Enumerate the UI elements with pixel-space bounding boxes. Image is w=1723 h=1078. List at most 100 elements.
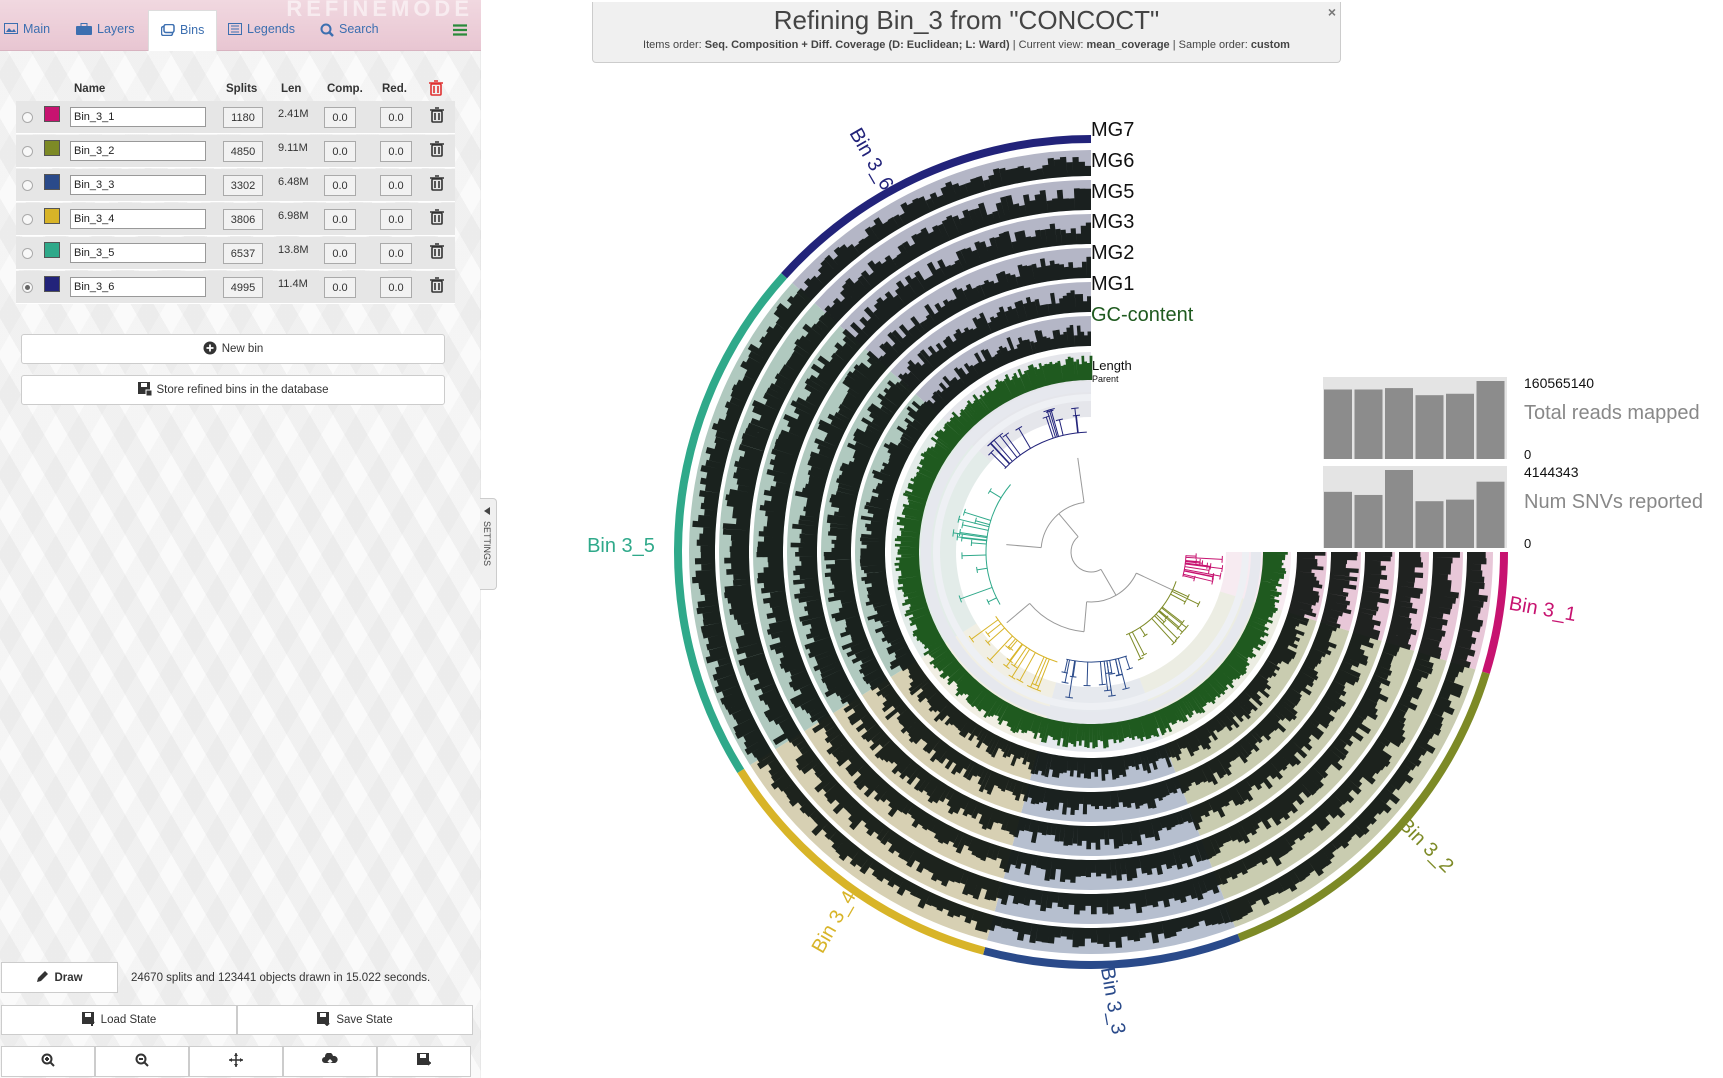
tree-branch <box>975 520 990 526</box>
bar-chart-background <box>1323 466 1507 548</box>
tab-main[interactable]: Main <box>4 12 50 50</box>
bin-select-radio[interactable] <box>22 214 33 225</box>
tree-branch <box>971 542 987 545</box>
bin-color-swatch[interactable] <box>44 208 60 224</box>
upload-button[interactable] <box>283 1046 377 1077</box>
bin-select-radio[interactable] <box>22 180 33 191</box>
bin-color-swatch[interactable] <box>44 242 60 258</box>
tree-branch <box>1010 663 1018 669</box>
tab-layers[interactable]: Layers <box>76 12 135 50</box>
layer-label: MG3 <box>1091 211 1134 233</box>
bin-name-input[interactable]: Bin_3_3 <box>70 175 206 195</box>
sample-bar[interactable] <box>1446 499 1474 548</box>
bin-splits-value[interactable]: 4850 <box>223 141 263 162</box>
bin-redundancy-value[interactable]: 0.0 <box>380 277 412 298</box>
load-state-button[interactable]: Load State <box>1 1005 237 1035</box>
bin-row[interactable]: Bin_3_1 1180 2.41M 0.0 0.0 <box>16 101 455 134</box>
bar-chart-background <box>1323 377 1507 459</box>
sample-bar[interactable] <box>1476 381 1505 459</box>
tree-branch <box>987 623 1002 635</box>
bin-row[interactable]: Bin_3_4 3806 6.98M 0.0 0.0 <box>16 203 455 236</box>
bin-select-radio[interactable] <box>22 112 33 123</box>
bin-redundancy-value[interactable]: 0.0 <box>380 141 412 162</box>
circular-tree-visualization[interactable]: MG7 MG6 MG5 MG3 MG2 MG1 GC-content LengthParent… <box>481 0 1723 1078</box>
bin-redundancy-value[interactable]: 0.0 <box>380 175 412 196</box>
bin-arc[interactable] <box>1482 552 1508 674</box>
tab-search[interactable]: Search <box>320 12 379 50</box>
zoom-out-button[interactable] <box>95 1046 189 1077</box>
bin-splits-value[interactable]: 6537 <box>223 243 263 264</box>
sample-bar[interactable] <box>1446 393 1474 459</box>
bin-row[interactable]: Bin_3_6 4995 11.4M 0.0 0.0 <box>16 271 455 304</box>
sample-bar[interactable] <box>1415 395 1444 459</box>
bin-name-input[interactable]: Bin_3_2 <box>70 141 206 161</box>
tree-branch <box>1183 599 1187 605</box>
center-button[interactable] <box>189 1046 283 1077</box>
bin-color-swatch[interactable] <box>44 140 60 156</box>
sample-bar[interactable] <box>1476 481 1505 548</box>
bin-splits-value[interactable]: 1180 <box>223 107 263 128</box>
bin-completion-value[interactable]: 0.0 <box>324 107 356 128</box>
current-view-value: mean_coverage <box>1086 39 1170 51</box>
bin-completion-value[interactable]: 0.0 <box>324 277 356 298</box>
tree-branch <box>961 537 987 542</box>
bin-name-input[interactable]: Bin_3_6 <box>70 277 206 297</box>
trash-icon[interactable] <box>430 175 444 191</box>
tree-branch <box>1010 639 1018 649</box>
bin-name-input[interactable]: Bin_3_5 <box>70 243 206 263</box>
trash-icon[interactable] <box>430 243 444 259</box>
bin-redundancy-value[interactable]: 0.0 <box>380 107 412 128</box>
store-refined-bins-button[interactable]: Store refined bins in the database <box>21 375 445 405</box>
sample-bar[interactable] <box>1324 389 1352 459</box>
tab-bins[interactable]: Bins <box>148 10 218 51</box>
bin-redundancy-value[interactable]: 0.0 <box>380 209 412 230</box>
sample-bar[interactable] <box>1415 501 1444 548</box>
tree-branch <box>1159 610 1180 628</box>
bin-color-swatch[interactable] <box>44 276 60 292</box>
bin-name-input[interactable]: Bin_3_1 <box>70 107 206 127</box>
bin-redundancy-value[interactable]: 0.0 <box>380 243 412 264</box>
tree-branch <box>1040 501 1085 548</box>
settings-toggle[interactable]: SETTINGS <box>480 498 497 590</box>
sample-bar[interactable] <box>1385 470 1413 548</box>
bin-row[interactable]: Bin_3_2 4850 9.11M 0.0 0.0 <box>16 135 455 168</box>
bin-completion-value[interactable]: 0.0 <box>324 243 356 264</box>
bin-select-radio[interactable] <box>22 248 33 259</box>
bin-completion-value[interactable]: 0.0 <box>324 209 356 230</box>
trash-icon[interactable] <box>430 141 444 157</box>
new-bin-button[interactable]: New bin <box>21 334 445 364</box>
bin-name-input[interactable]: Bin_3_4 <box>70 209 206 229</box>
tree-branch <box>1182 575 1195 580</box>
bin-row[interactable]: Bin_3_5 6537 13.8M 0.0 0.0 <box>16 237 455 270</box>
trash-icon[interactable] <box>430 209 444 225</box>
bin-splits-value[interactable]: 4995 <box>223 277 263 298</box>
bin-arc[interactable] <box>983 933 1241 969</box>
tree-branch <box>1161 606 1183 624</box>
bin-color-swatch[interactable] <box>44 174 60 190</box>
sample-bar[interactable] <box>1324 491 1352 548</box>
export-button[interactable] <box>377 1046 471 1077</box>
sample-bar[interactable] <box>1354 494 1383 548</box>
close-icon[interactable]: × <box>1327 4 1336 20</box>
bin-select-radio[interactable] <box>22 282 33 293</box>
zoom-in-button[interactable] <box>1 1046 95 1077</box>
trash-icon[interactable] <box>430 107 444 123</box>
draw-button[interactable]: Draw <box>1 962 118 993</box>
bin-splits-value[interactable]: 3302 <box>223 175 263 196</box>
briefcase-icon <box>76 23 92 35</box>
tab-label: Main <box>23 22 51 36</box>
bin-select-radio[interactable] <box>22 146 33 157</box>
bin-completion-value[interactable]: 0.0 <box>324 175 356 196</box>
bin-splits-value[interactable]: 3806 <box>223 209 263 230</box>
trash-icon[interactable] <box>430 277 444 293</box>
save-state-button[interactable]: Save State <box>237 1005 473 1035</box>
delete-all-icon[interactable] <box>429 80 443 101</box>
bin-completion-value[interactable]: 0.0 <box>324 141 356 162</box>
tab-legends[interactable]: Legends <box>228 12 295 50</box>
sample-bar[interactable] <box>1354 389 1383 459</box>
bin-color-swatch[interactable] <box>44 106 60 122</box>
column-header-red: Red. <box>382 83 407 95</box>
bin-row[interactable]: Bin_3_3 3302 6.48M 0.0 0.0 <box>16 169 455 202</box>
menu-icon[interactable] <box>453 24 467 39</box>
sample-bar[interactable] <box>1385 388 1413 459</box>
